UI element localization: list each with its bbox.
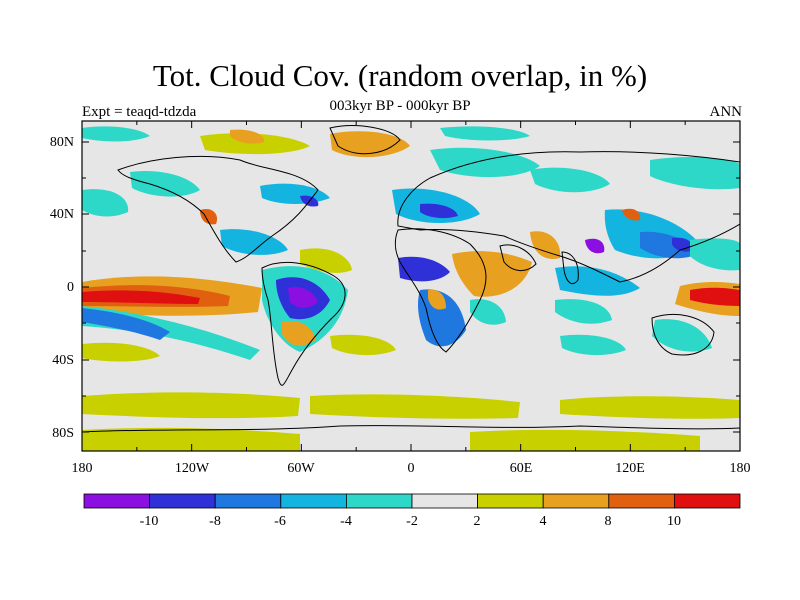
colorbar-label: 10 (667, 514, 681, 529)
anomaly-region (200, 133, 310, 155)
time-period-label: 003kyr BP - 000kyr BP (329, 98, 471, 114)
anomaly-region (672, 237, 694, 252)
lat-tick-label: 80N (50, 135, 74, 150)
colorbar-label: 4 (540, 514, 547, 529)
anomaly-region (200, 208, 218, 225)
colorbar-swatch (345, 493, 413, 509)
anomaly-region (82, 392, 300, 419)
anomaly-region (690, 238, 740, 271)
anomaly-region (622, 208, 641, 221)
lat-tick-label: 80S (52, 426, 74, 441)
colorbar-label: -10 (140, 514, 159, 529)
anomaly-region (690, 287, 740, 306)
colorbar-swatch (608, 493, 675, 509)
anomaly-region (428, 289, 446, 310)
colorbar-label: 2 (474, 514, 481, 529)
anomaly-region (555, 299, 612, 324)
anomaly-region (330, 334, 396, 356)
anomaly-region (420, 203, 458, 219)
lon-tick-label: 60E (510, 461, 533, 476)
anomaly-region (560, 334, 626, 356)
lon-tick-label: 120W (175, 461, 210, 476)
coastline-africa (394, 228, 487, 353)
coastline-antarctica (82, 425, 740, 433)
colorbar-swatch (83, 493, 150, 509)
colorbar (83, 493, 741, 509)
colorbar-label: -8 (209, 514, 221, 529)
anomaly-region (470, 429, 700, 451)
colorbar-swatch (280, 493, 347, 509)
map-title: Tot. Cloud Cov. (random overlap, in %) (152, 58, 648, 93)
lon-tick-label: 180 (730, 461, 751, 476)
anomaly-region (440, 126, 530, 141)
anomaly-region (330, 131, 410, 158)
lon-tick-label: 180 (72, 461, 93, 476)
anomaly-region (220, 229, 288, 255)
anomaly-region (398, 256, 450, 282)
lon-tick-label: 0 (408, 461, 415, 476)
anomaly-region (310, 394, 520, 419)
colorbar-swatch (477, 493, 544, 509)
colorbar-swatch (674, 493, 741, 509)
coastlines (82, 125, 740, 433)
colorbar-swatch (542, 493, 610, 509)
anomaly-region (82, 342, 160, 362)
anomaly-region (652, 319, 712, 352)
anomaly-region (130, 170, 200, 197)
lon-tick-label: 120E (615, 461, 645, 476)
coastline-north-america (117, 155, 319, 263)
anomaly-region (230, 129, 265, 144)
anomaly-region (288, 286, 318, 308)
anomaly-field (82, 126, 740, 451)
axis-ticks (81, 121, 741, 451)
anomaly-region (82, 126, 150, 142)
anomaly-region (82, 308, 170, 340)
lon-tick-label: 60W (287, 461, 315, 476)
coastline-eurasia (397, 151, 740, 283)
anomaly-region (82, 427, 300, 451)
anomaly-region (585, 238, 605, 254)
anomaly-region (452, 251, 532, 297)
anomaly-region (555, 266, 640, 296)
season-label: ANN (709, 104, 743, 120)
anomaly-region (560, 396, 740, 419)
anomaly-region (530, 231, 561, 259)
colorbar-label: -4 (340, 514, 352, 529)
anomaly-region (530, 167, 610, 193)
colorbar-label: -2 (406, 514, 418, 529)
lat-tick-label: 0 (67, 280, 74, 295)
colorbar-swatch (214, 493, 282, 509)
anomaly-region (470, 299, 506, 325)
anomaly-region (650, 157, 740, 190)
anomaly-region (82, 189, 129, 217)
colorbar-swatch (149, 493, 216, 509)
lat-tick-label: 40S (52, 353, 74, 368)
colorbar-label: -6 (274, 514, 286, 529)
coastline-arabia (499, 244, 537, 271)
anomaly-region (82, 290, 200, 304)
experiment-label: Expt = teaqd-tdzda (82, 104, 197, 120)
anomaly-region (418, 289, 466, 347)
coastline-greenland (329, 125, 401, 155)
colorbar-labels: -10 -8 -6 -4 -2 2 4 8 10 (140, 514, 681, 529)
coastline-india (561, 251, 579, 285)
coastline-south-america (261, 262, 346, 386)
anomaly-region (640, 231, 698, 259)
lat-tick-label: 40N (50, 207, 74, 222)
colorbar-label: 8 (605, 514, 612, 529)
coastline-australia (651, 314, 715, 356)
colorbar-swatch (411, 493, 478, 509)
anomaly-region (282, 320, 316, 346)
